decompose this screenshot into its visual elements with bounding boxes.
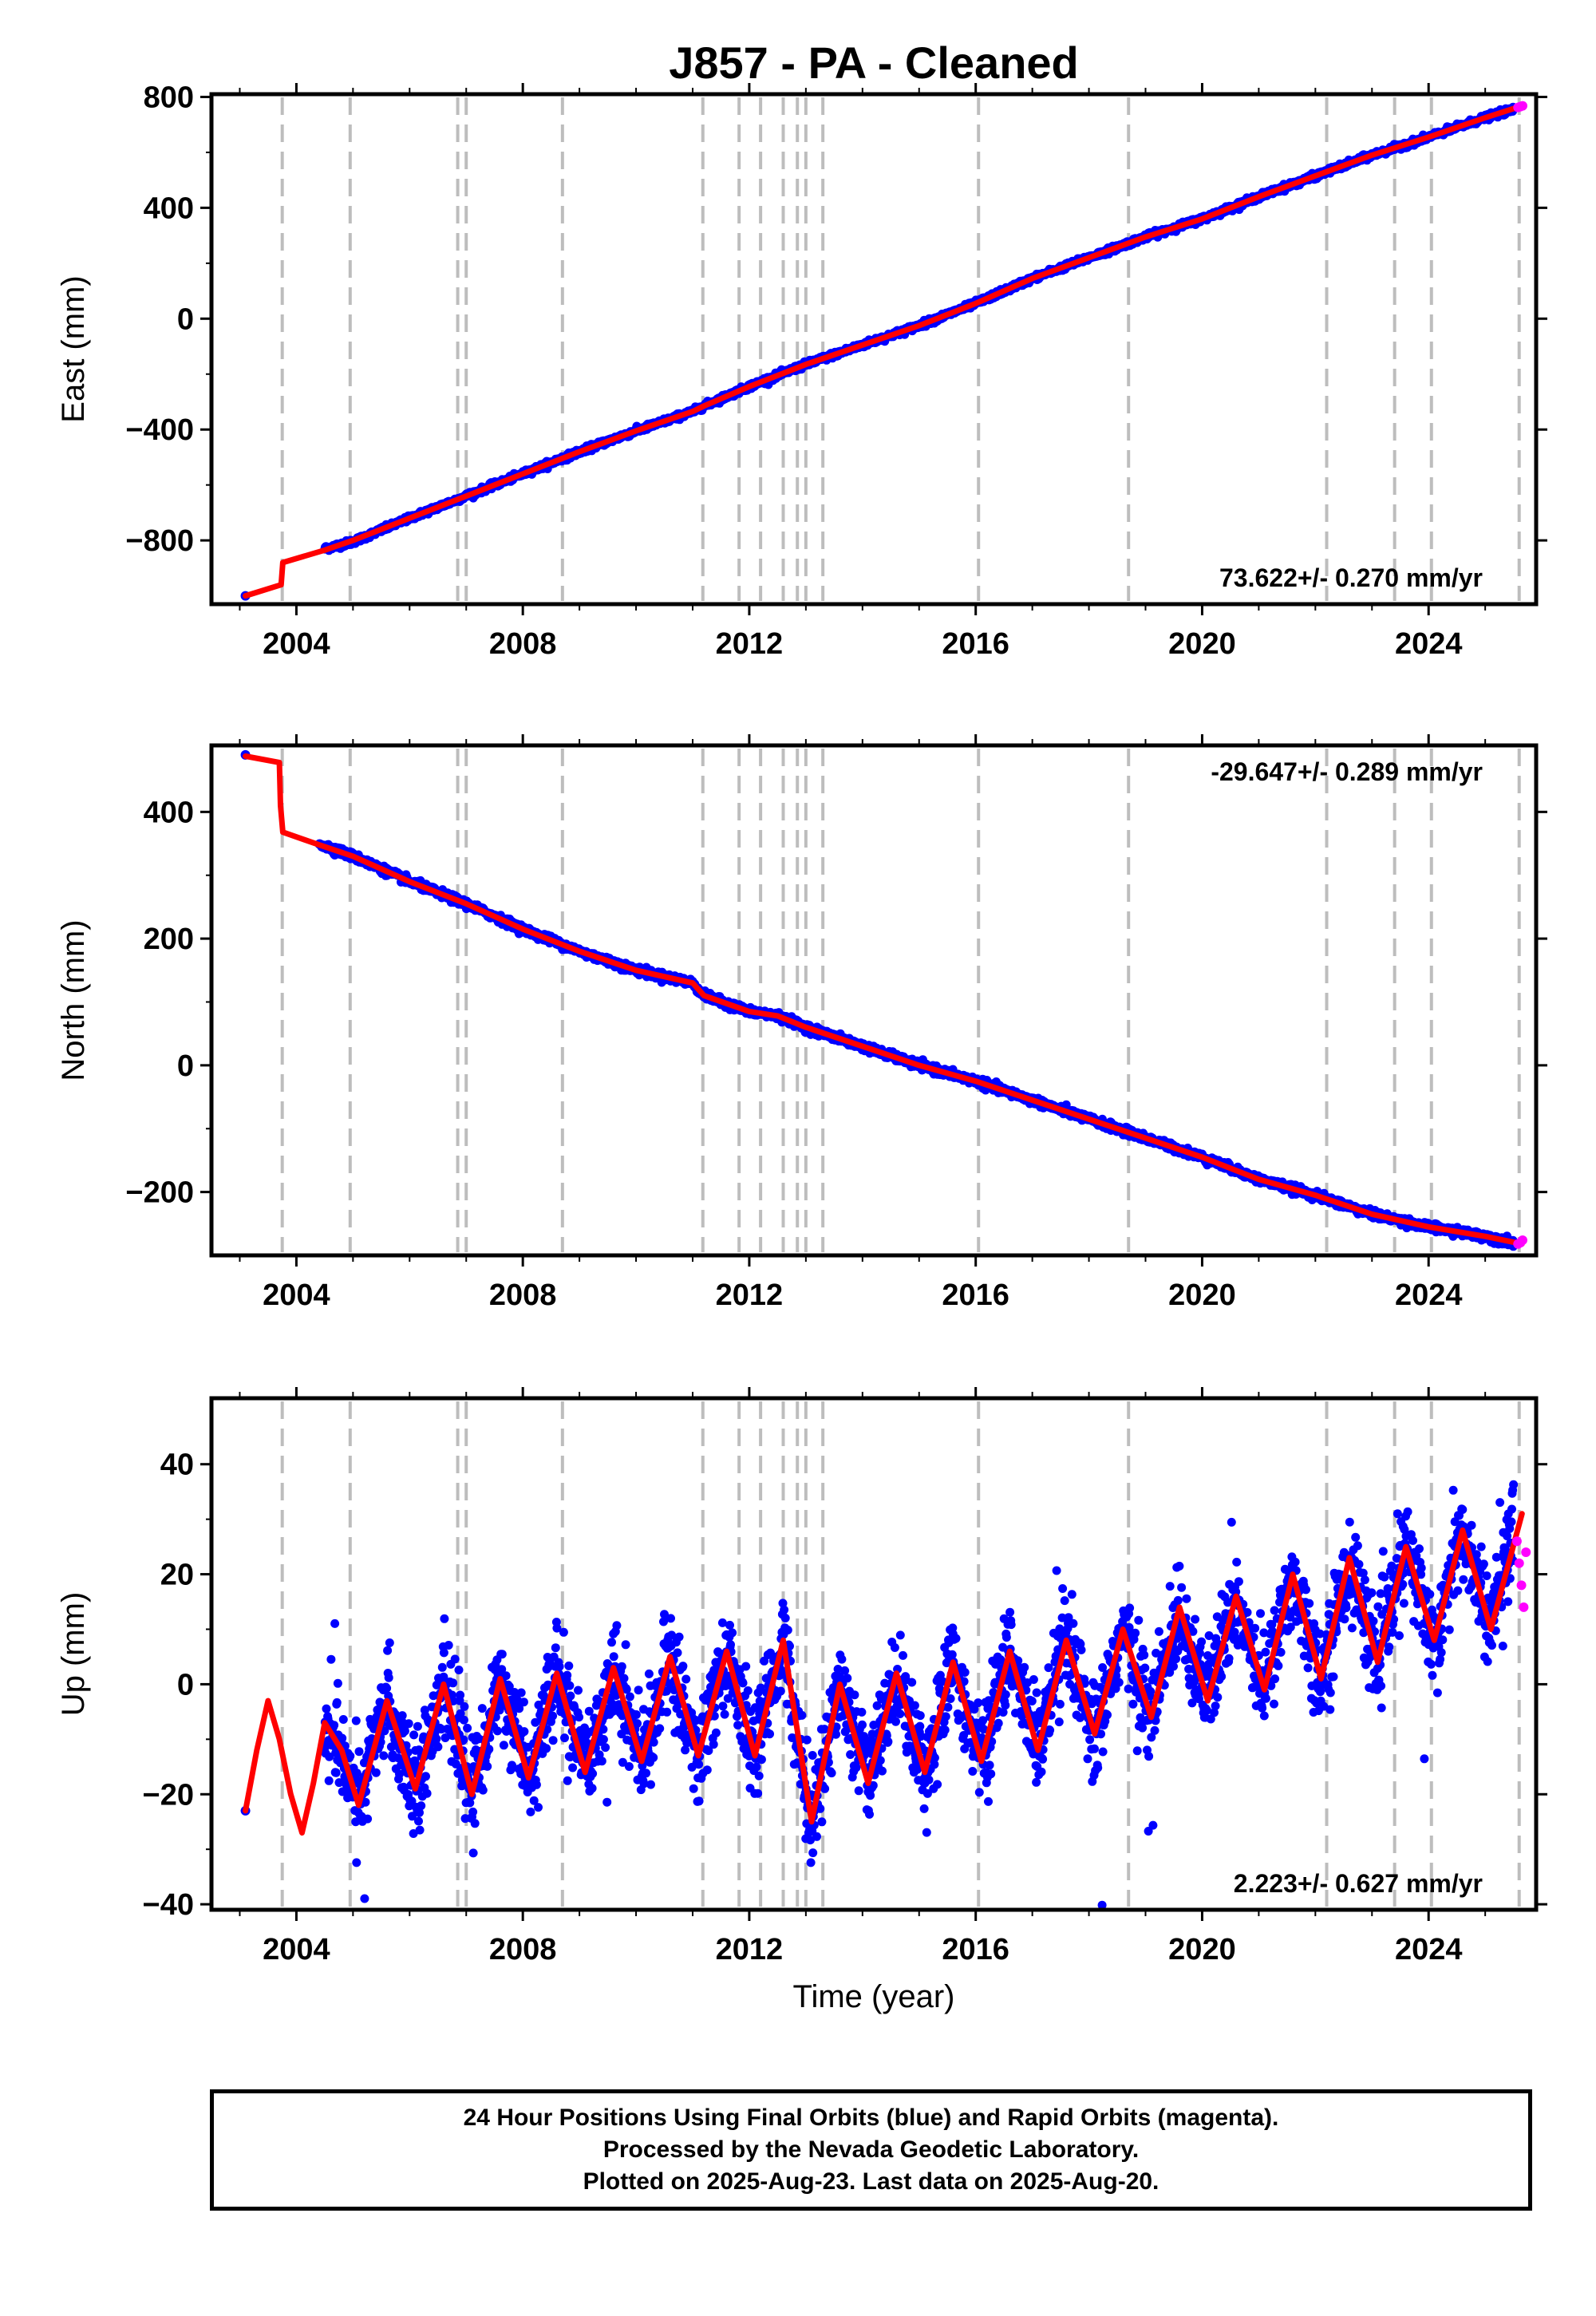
east-y-tick-label: 0	[177, 302, 194, 336]
east-panel: −800 −400 0 400 800 2004 2008 2012 2016 2020 2024 E…	[56, 81, 1547, 661]
east-rapid-orbit-point	[1517, 101, 1527, 111]
east-y-tick-label: 800	[144, 81, 194, 114]
east-x-tick-label: 2008	[489, 627, 557, 661]
east-y-tick-label: −400	[125, 413, 194, 447]
east-velocity-annotation: 73.622+/- 0.270 mm/yr	[1219, 563, 1483, 592]
east-model-curve	[243, 103, 1525, 599]
east-y-tick-label: −800	[125, 524, 194, 558]
east-x-tick-label: 2016	[942, 627, 1009, 661]
east-x-tick-label: 2024	[1395, 627, 1463, 661]
east-y-axis-label: East (mm)	[56, 275, 91, 422]
east-x-tick-label: 2020	[1168, 627, 1236, 661]
east-x-tick-label: 2004	[263, 627, 330, 661]
east-y-tick-label: 400	[144, 192, 194, 225]
east-x-tick-label: 2012	[716, 627, 784, 661]
east-plot-frame	[209, 92, 1539, 607]
figure-title: J857 - PA - Cleaned	[669, 38, 1079, 88]
